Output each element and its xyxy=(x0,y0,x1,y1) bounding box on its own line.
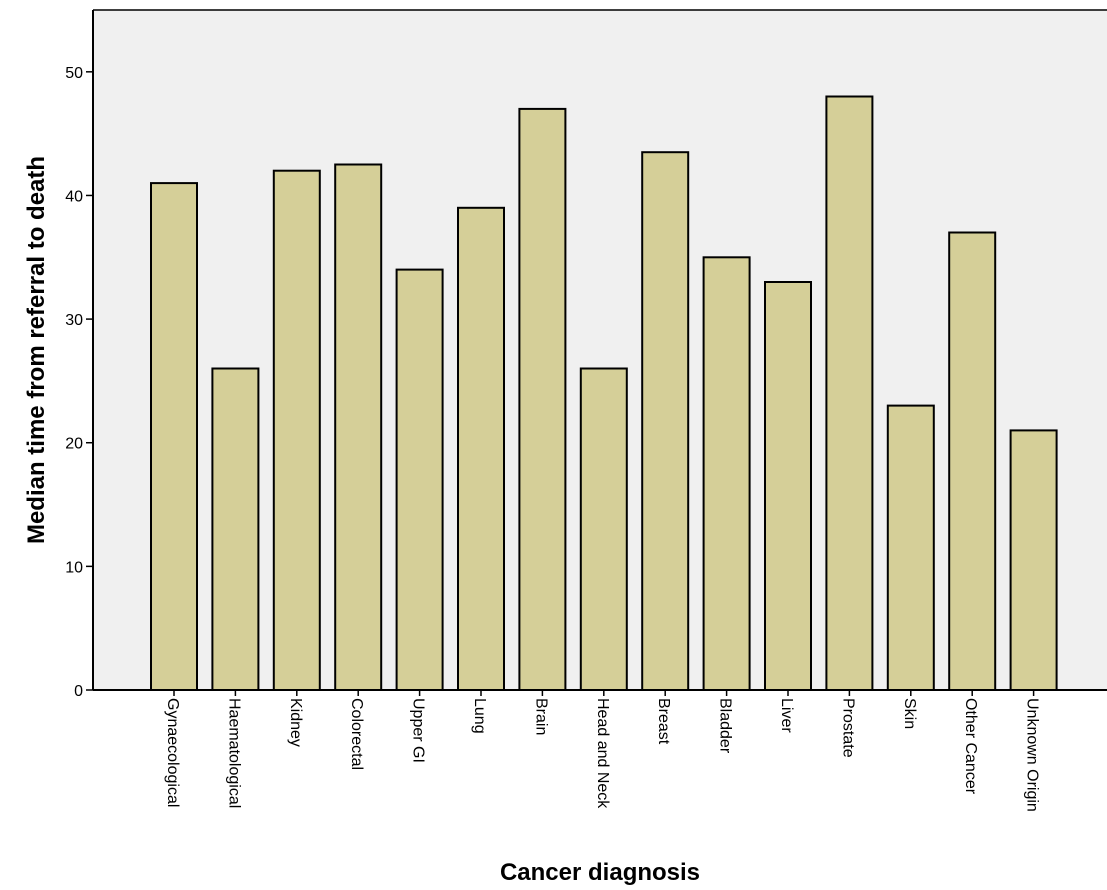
y-axis-title: Median time from referral to death xyxy=(23,156,50,544)
x-tick-label: Kidney xyxy=(287,698,304,747)
bars-layer xyxy=(150,95,1058,692)
bar-brain xyxy=(518,107,567,691)
x-tick-label: Gynaecological xyxy=(164,698,181,807)
bar-kidney xyxy=(272,169,321,691)
bar-skin xyxy=(886,404,935,691)
x-tick-label: Bladder xyxy=(717,698,734,754)
bar-bladder xyxy=(702,256,751,691)
x-tick-label: Prostate xyxy=(839,698,856,758)
bar-colorectal xyxy=(334,163,383,691)
x-tick-label: Head and Neck xyxy=(594,698,611,809)
bar-haematological xyxy=(211,367,260,691)
x-labels-layer: Gynaecological Haematological Kidney Colore… xyxy=(164,690,1041,812)
x-tick-label: Haematological xyxy=(225,698,242,808)
bar-breast xyxy=(641,151,690,691)
bar-other-cancer xyxy=(948,231,997,691)
bar-upper-gi xyxy=(395,268,444,691)
bar-liver xyxy=(764,281,812,691)
y-tick-label: 20 xyxy=(65,436,83,453)
x-tick-label: Colorectal xyxy=(348,698,365,770)
x-axis-title: Cancer diagnosis xyxy=(500,859,700,886)
x-tick-label: Lung xyxy=(471,698,488,734)
x-tick-label: Breast xyxy=(655,698,672,745)
y-tick-label: 10 xyxy=(65,559,83,576)
x-tick-label: Unknown Origin xyxy=(1024,698,1041,812)
x-tick-label: Brain xyxy=(532,698,549,735)
bar-unknown-origin xyxy=(1009,429,1058,691)
x-tick-label: Liver xyxy=(778,698,795,733)
y-tick-label: 40 xyxy=(65,188,83,205)
y-tick-label: 0 xyxy=(74,683,83,700)
bar-gynaecological xyxy=(150,182,198,691)
y-ticks-layer: 0 10 20 30 40 50 xyxy=(65,65,93,700)
x-tick-label: Skin xyxy=(901,698,918,729)
bar-lung xyxy=(457,206,505,692)
bar-head-and-neck xyxy=(579,367,628,691)
y-tick-label: 30 xyxy=(65,312,83,329)
y-tick-label: 50 xyxy=(65,65,83,82)
x-tick-label: Upper GI xyxy=(410,698,427,763)
x-tick-label: Other Cancer xyxy=(962,698,979,795)
bar-prostate xyxy=(825,95,874,691)
